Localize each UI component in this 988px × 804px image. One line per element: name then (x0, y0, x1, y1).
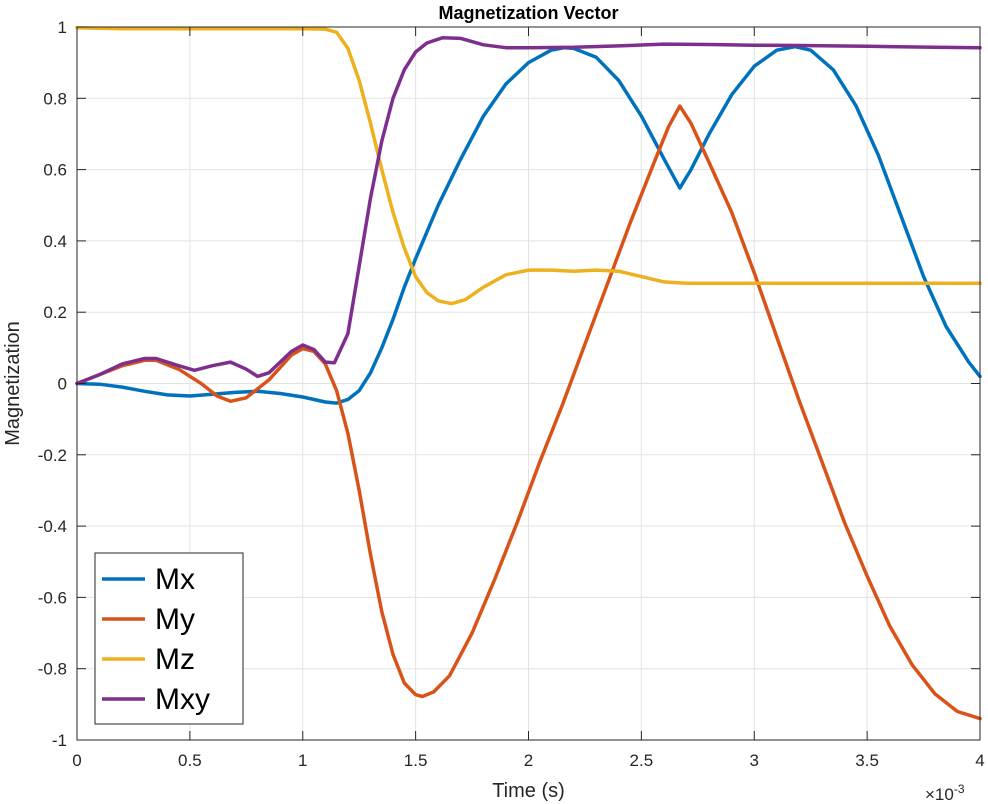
series-line-mz (75, 25, 982, 306)
y-tick-label: 0.4 (43, 232, 67, 251)
y-tick-label: -0.8 (38, 660, 67, 679)
legend-label-my: My (155, 603, 195, 636)
x-tick-label: 1 (298, 751, 307, 770)
x-tick-labels: 0 0.5 1 1.5 2 2.5 3 3.5 4 (72, 751, 984, 770)
legend-label-mz: Mz (155, 643, 195, 676)
x-tick-label: 4 (975, 751, 984, 770)
x-axis-exponent: ×10-3 (925, 782, 965, 804)
y-tick-labels: -1 -0.8 -0.6 -0.4 -0.2 0 0.2 0.4 0.6 0.8 1 (38, 18, 67, 750)
x-tick-label: 2.5 (630, 751, 654, 770)
legend-box (94, 552, 244, 725)
series-line-mxy (75, 35, 982, 386)
y-tick-label: -0.6 (38, 588, 67, 607)
y-tick-label: 0.2 (43, 303, 67, 322)
series-line-my (75, 104, 982, 721)
x-exponent-base: ×10 (925, 785, 954, 804)
tick-marks (76, 26, 981, 741)
y-tick-label: 1 (58, 18, 67, 37)
x-tick-label: 0.5 (178, 751, 202, 770)
x-tick-label: 1.5 (404, 751, 428, 770)
x-tick-label: 2 (524, 751, 533, 770)
x-axis-label: Time (s) (492, 780, 565, 802)
y-axis-label: Magnetization (2, 321, 24, 446)
series-lines (75, 25, 982, 721)
y-tick-label: -0.2 (38, 446, 67, 465)
x-tick-label: 3.5 (855, 751, 879, 770)
legend: Mx My Mz Mxy (94, 552, 244, 725)
legend-label-mx: Mx (155, 563, 195, 596)
x-tick-label: 0 (72, 751, 81, 770)
y-tick-label: 0.6 (43, 161, 67, 180)
y-tick-label: 0.8 (43, 89, 67, 108)
x-exponent-power: -3 (954, 782, 965, 796)
y-tick-label: -0.4 (38, 517, 67, 536)
chart-title: Magnetization Vector (438, 3, 618, 23)
legend-label-mxy: Mxy (155, 683, 210, 716)
x-tick-label: 3 (750, 751, 759, 770)
y-tick-label: 0 (58, 375, 67, 394)
y-tick-label: -1 (52, 731, 67, 750)
